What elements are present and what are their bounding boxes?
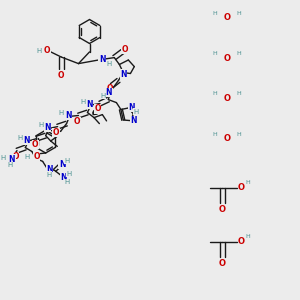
Text: N: N bbox=[65, 111, 71, 120]
Text: H: H bbox=[0, 154, 6, 160]
Text: N: N bbox=[129, 103, 135, 112]
Text: N: N bbox=[44, 123, 51, 132]
Text: O: O bbox=[32, 140, 38, 149]
Text: N: N bbox=[60, 172, 67, 182]
Text: N: N bbox=[86, 100, 93, 109]
Text: O: O bbox=[224, 94, 230, 103]
Text: O: O bbox=[224, 14, 230, 22]
Text: H: H bbox=[236, 11, 241, 16]
Text: H: H bbox=[64, 158, 70, 164]
Text: O: O bbox=[224, 134, 230, 143]
Text: H: H bbox=[246, 181, 250, 185]
Text: O: O bbox=[94, 104, 101, 113]
Text: N: N bbox=[99, 55, 105, 64]
Text: O: O bbox=[237, 183, 244, 192]
Text: O: O bbox=[58, 70, 64, 80]
Text: O: O bbox=[219, 259, 226, 268]
Text: H: H bbox=[100, 93, 106, 99]
Text: H: H bbox=[25, 154, 30, 160]
Text: H: H bbox=[38, 122, 44, 128]
Text: H: H bbox=[80, 99, 85, 105]
Text: H: H bbox=[246, 235, 250, 239]
Text: H: H bbox=[236, 92, 241, 96]
Text: N: N bbox=[130, 116, 137, 125]
Text: H: H bbox=[236, 132, 241, 136]
Text: N: N bbox=[46, 165, 52, 174]
Text: H: H bbox=[17, 135, 22, 141]
Text: H: H bbox=[212, 132, 217, 136]
Text: H: H bbox=[7, 162, 12, 168]
Text: H: H bbox=[66, 171, 71, 177]
Text: O: O bbox=[74, 117, 80, 126]
Text: H: H bbox=[212, 92, 217, 96]
Text: O: O bbox=[219, 205, 226, 214]
Text: N: N bbox=[9, 154, 15, 164]
Text: H: H bbox=[236, 52, 241, 56]
Text: H: H bbox=[58, 110, 64, 116]
Text: H: H bbox=[64, 179, 70, 185]
Text: N: N bbox=[59, 160, 65, 169]
Text: N: N bbox=[24, 136, 30, 145]
Text: O: O bbox=[237, 237, 244, 246]
Text: O: O bbox=[53, 128, 59, 137]
Text: N: N bbox=[106, 88, 112, 97]
Text: O: O bbox=[106, 84, 113, 93]
Text: H: H bbox=[46, 172, 52, 178]
Text: O: O bbox=[224, 54, 230, 63]
Text: O: O bbox=[33, 152, 40, 161]
Text: N: N bbox=[120, 70, 127, 79]
Text: H: H bbox=[36, 48, 41, 54]
Text: O: O bbox=[44, 46, 50, 55]
Text: O: O bbox=[12, 152, 19, 161]
Text: H: H bbox=[106, 61, 112, 67]
Text: H: H bbox=[133, 109, 138, 115]
Text: H: H bbox=[212, 52, 217, 56]
Text: H: H bbox=[212, 11, 217, 16]
Text: O: O bbox=[122, 45, 128, 54]
